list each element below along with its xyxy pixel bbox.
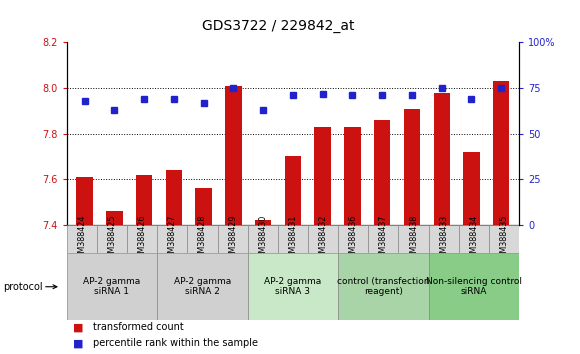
Text: GSM388434: GSM388434 xyxy=(469,215,478,263)
Bar xyxy=(338,253,429,320)
Bar xyxy=(225,86,241,225)
Bar xyxy=(404,109,420,225)
Text: control (transfection
reagent): control (transfection reagent) xyxy=(337,277,430,296)
Bar xyxy=(278,225,308,253)
Text: GSM388426: GSM388426 xyxy=(137,215,147,263)
Bar xyxy=(136,175,153,225)
Bar xyxy=(429,253,519,320)
Text: GSM388435: GSM388435 xyxy=(499,215,509,263)
Bar xyxy=(157,253,248,320)
FancyArrowPatch shape xyxy=(46,285,57,289)
Bar xyxy=(127,225,157,253)
Text: GSM388438: GSM388438 xyxy=(409,215,418,263)
Bar xyxy=(459,225,489,253)
Text: GDS3722 / 229842_at: GDS3722 / 229842_at xyxy=(202,19,354,34)
Text: transformed count: transformed count xyxy=(93,322,183,332)
Bar xyxy=(429,225,459,253)
Bar xyxy=(248,253,338,320)
Bar xyxy=(368,225,398,253)
Bar xyxy=(248,225,278,253)
Text: GSM388424: GSM388424 xyxy=(77,215,86,263)
Text: ■: ■ xyxy=(72,322,83,332)
Text: AP-2 gamma
siRNA 1: AP-2 gamma siRNA 1 xyxy=(84,277,140,296)
Text: GSM388432: GSM388432 xyxy=(318,215,328,263)
Bar xyxy=(398,225,429,253)
Text: AP-2 gamma
siRNA 3: AP-2 gamma siRNA 3 xyxy=(264,277,321,296)
Bar xyxy=(195,188,212,225)
Text: protocol: protocol xyxy=(3,282,42,292)
Text: GSM388425: GSM388425 xyxy=(107,215,117,263)
Text: GSM388431: GSM388431 xyxy=(288,215,298,263)
Bar xyxy=(157,225,187,253)
Text: GSM388430: GSM388430 xyxy=(258,215,267,263)
Bar xyxy=(308,225,338,253)
Bar xyxy=(374,120,390,225)
Bar xyxy=(433,93,450,225)
Text: AP-2 gamma
siRNA 2: AP-2 gamma siRNA 2 xyxy=(174,277,231,296)
Text: GSM388436: GSM388436 xyxy=(349,215,358,263)
Bar xyxy=(285,156,301,225)
Bar xyxy=(218,225,248,253)
Bar xyxy=(97,225,127,253)
Text: Non-silencing control
siRNA: Non-silencing control siRNA xyxy=(426,277,522,296)
Bar xyxy=(187,225,218,253)
Bar xyxy=(166,170,182,225)
Bar xyxy=(314,127,331,225)
Text: GSM388437: GSM388437 xyxy=(379,215,388,263)
Bar xyxy=(463,152,480,225)
Bar xyxy=(345,127,361,225)
Text: GSM388429: GSM388429 xyxy=(228,215,237,263)
Bar xyxy=(77,177,93,225)
Bar xyxy=(338,225,368,253)
Text: ■: ■ xyxy=(72,338,83,348)
Bar xyxy=(106,211,122,225)
Text: GSM388427: GSM388427 xyxy=(168,215,177,263)
Bar xyxy=(255,220,271,225)
Text: GSM388428: GSM388428 xyxy=(198,215,207,263)
Bar xyxy=(489,225,519,253)
Text: percentile rank within the sample: percentile rank within the sample xyxy=(93,338,258,348)
Bar xyxy=(493,81,509,225)
Bar xyxy=(67,253,157,320)
Bar xyxy=(67,225,97,253)
Text: GSM388433: GSM388433 xyxy=(439,215,448,263)
